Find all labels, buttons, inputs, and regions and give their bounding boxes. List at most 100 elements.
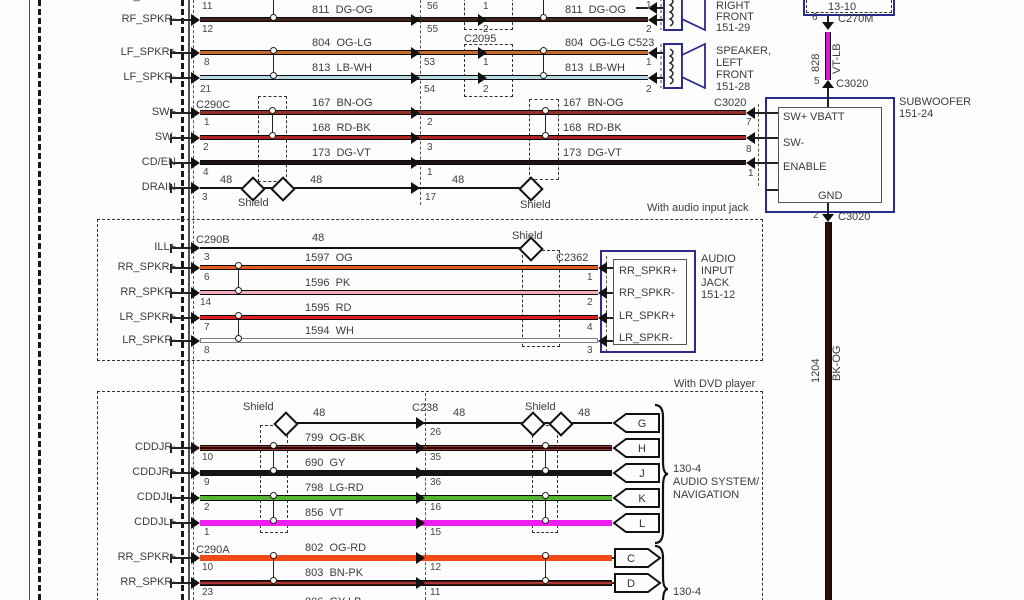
annotation-130-4: 130-4 [673,586,702,598]
pin-number: 35 [430,452,442,463]
row-start-line [171,317,192,319]
connector-arrow-icon [648,72,657,84]
pin-label-drain: DRAIN [141,181,176,193]
pin-label-cddjl: CDDJL- [136,491,176,503]
row-start-line [171,522,192,524]
wire-label-173-dg-vt: 173 DG-VT [312,147,371,159]
connector-arrow-icon [191,14,200,26]
pin-label-cddjr: CDDJR- [135,441,176,453]
vertical-stub-line [827,203,829,214]
ref-13-10-inner [806,0,892,13]
wire-label-48: 48 [578,407,591,419]
connector-label-c2095: C2095 [464,33,497,45]
twisted-pair-loop-icon [540,72,547,79]
twisted-pair-loop-icon [235,312,242,319]
twisted-pair-loop-icon [270,72,277,79]
shield-box [532,425,558,533]
pin-number: 1 [646,57,652,68]
twisted-pair-loop-icon [270,467,277,474]
connector-arrow-icon [648,14,657,26]
annotation-sw+: SW+ [783,111,808,123]
wire-1204-bk-og [825,222,832,600]
wire-label-806-gy-lb: 806 GY-LB [305,596,361,600]
twisted-pair-loop-icon [270,577,277,584]
pin-label-rr-spkr: RR_SPKR- [120,286,176,298]
audio-input-jack-inner-box [613,259,687,345]
connector-arrow-icon [191,312,200,324]
twisted-pair-loop-icon [542,492,549,499]
wire-48-ill [200,247,530,249]
pin-number: 2 [483,24,489,35]
annotation-left: LEFT [716,57,743,69]
annotation-151-24: 151-24 [899,108,934,120]
row-start-line [171,472,192,474]
connector-label-c238: C238 [412,402,439,414]
connector-arrow-icon [598,262,607,274]
pin-number: 1 [483,57,489,68]
audio-input-jack-box [600,250,696,353]
annotation-enable: ENABLE [783,161,827,173]
wire-label-856-vt: 856 VT [305,507,344,519]
component-boundary-line [181,0,184,600]
twisted-pair-icon [543,0,545,20]
wire-label-1204: 1204 [810,358,822,383]
connector-arrow-icon [411,132,420,144]
pin-number: 12 [430,562,442,573]
annotation-shield: Shield [525,401,556,413]
twisted-pair-loop-icon [235,262,242,269]
pin-number: 23 [202,587,214,598]
pin-label-rr-spkr: RR_SPKR- [120,576,176,588]
annotation-lr-spkr+: LR_SPKR+ [619,310,676,322]
annotation-subwoofer: SUBWOOFER [899,96,972,108]
twisted-pair-loop-icon [269,107,276,114]
twisted-pair-loop-icon [270,552,277,559]
annotation-front: FRONT [716,69,754,81]
with-audio-input-jack-region [97,219,763,361]
twisted-pair-loop-icon [542,517,549,524]
wire-48-drain [200,187,530,189]
connector-label-c290c: C290C [196,99,231,111]
wire-1594-wh [200,338,598,343]
pin-number: 8 [746,144,752,155]
offpage-connector-j: J [612,462,664,484]
wire-label-1595-rd: 1595 RD [305,302,352,314]
connector-stub-line [657,19,664,21]
annotation-shield: Shield [243,401,274,413]
connector-arrow-icon [416,552,425,564]
twisted-pair-icon [273,53,275,78]
pin-number: 4 [587,322,593,333]
wire-799-og-bk [200,445,612,451]
pin-label-cd-en: CD/EN [141,156,176,168]
pin-label-rf-spkr+: RF_SPKR+ [86,0,176,2]
wire-label-802-og-rd: 802 OG-RD [305,542,367,554]
wire-label-vt-lb: VT-LB [831,43,843,74]
twisted-pair-loop-icon [542,467,549,474]
wire-label-168-rd-bk: 168 RD-BK [312,122,371,134]
pin-label-cddjl+: CDDJL+ [134,516,176,528]
connector-arrow-icon [416,492,425,504]
pin-number: 5 [814,76,820,87]
pin-label-sw+: SW+ [151,106,176,118]
annotation-rr-spkr: RR_SPKR- [619,287,675,299]
annotation-audio-system: AUDIO SYSTEM/ [673,476,760,488]
connector-arrow-icon [746,132,755,144]
connector-arrow-icon [822,80,834,88]
row-start-line [171,340,192,342]
pin-number: 10 [202,562,214,573]
annotation-right: RIGHT [716,0,751,12]
wire-label-803-bn-pk: 803 BN-PK [305,567,364,579]
wire-label-1596-pk: 1596 PK [305,277,351,289]
row-start-line [171,557,192,559]
pin-number: 2 [646,84,652,95]
component-boundary-line [38,0,41,600]
connector-arrow-icon [411,47,420,59]
connector-arrow-icon [191,157,200,169]
pin-number: 6 [204,272,210,283]
pin-number: 7 [746,117,752,128]
connector-arrow-icon [191,442,200,454]
connector-arrow-icon [822,22,834,30]
pin-number: 1 [204,527,210,538]
row-start-line [171,292,192,294]
pin-number: 14 [200,297,212,308]
wire-690-gy [200,470,612,476]
